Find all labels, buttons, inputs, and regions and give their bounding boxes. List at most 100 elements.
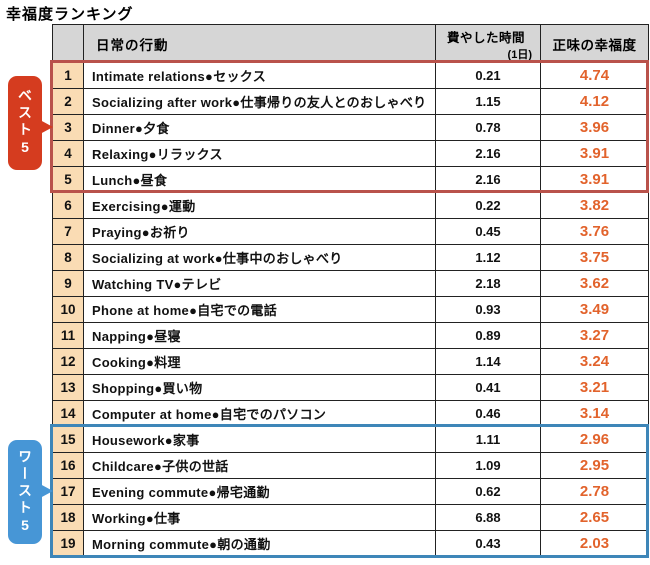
happiness-cell: 3.24 bbox=[540, 348, 649, 375]
happiness-cell: 2.65 bbox=[540, 504, 649, 531]
happiness-cell: 3.62 bbox=[540, 270, 649, 297]
activity-cell: Housework●家事 bbox=[83, 426, 436, 453]
time-cell: 1.12 bbox=[435, 244, 541, 271]
activity-cell: Watching TV●テレビ bbox=[83, 270, 436, 297]
activity-cell: Shopping●買い物 bbox=[83, 374, 436, 401]
activity-cell: Socializing after work●仕事帰りの友人とのおしゃべり bbox=[83, 88, 436, 115]
happiness-cell: 3.91 bbox=[540, 140, 649, 167]
page-title: 幸福度ランキング bbox=[6, 6, 134, 23]
table-row: 6 Exercising●運動 0.22 3.82 bbox=[52, 192, 649, 219]
table-row: 19 Morning commute●朝の通勤 0.43 2.03 bbox=[52, 530, 649, 557]
happiness-cell: 3.96 bbox=[540, 114, 649, 141]
table-row: 2 Socializing after work●仕事帰りの友人とのおしゃべり … bbox=[52, 88, 649, 115]
worst5-pointer-icon bbox=[40, 484, 53, 498]
time-cell: 2.18 bbox=[435, 270, 541, 297]
rank-cell: 2 bbox=[52, 88, 84, 115]
header-happiness: 正味の幸福度 bbox=[540, 24, 649, 63]
table-row: 4 Relaxing●リラックス 2.16 3.91 bbox=[52, 140, 649, 167]
time-cell: 0.21 bbox=[435, 62, 541, 89]
rank-cell: 6 bbox=[52, 192, 84, 219]
rank-cell: 17 bbox=[52, 478, 84, 505]
ranking-table: 日常の行動 費やした時間 (1日) 正味の幸福度 1 Intimate rela… bbox=[52, 24, 649, 557]
table-row: 18 Working●仕事 6.88 2.65 bbox=[52, 504, 649, 531]
best5-badge: ベスト5 bbox=[8, 76, 42, 170]
happiness-cell: 4.74 bbox=[540, 62, 649, 89]
time-cell: 6.88 bbox=[435, 504, 541, 531]
table-row: 9 Watching TV●テレビ 2.18 3.62 bbox=[52, 270, 649, 297]
time-cell: 2.16 bbox=[435, 140, 541, 167]
happiness-cell: 3.76 bbox=[540, 218, 649, 245]
happiness-cell: 2.78 bbox=[540, 478, 649, 505]
table-header-row: 日常の行動 費やした時間 (1日) 正味の幸福度 bbox=[52, 24, 649, 63]
activity-cell: Cooking●料理 bbox=[83, 348, 436, 375]
header-time-line2: (1日) bbox=[507, 49, 532, 61]
happiness-cell: 3.75 bbox=[540, 244, 649, 271]
rank-cell: 11 bbox=[52, 322, 84, 349]
table-row: 8 Socializing at work●仕事中のおしゃべり 1.12 3.7… bbox=[52, 244, 649, 271]
rank-cell: 13 bbox=[52, 374, 84, 401]
rank-cell: 19 bbox=[52, 530, 84, 557]
happiness-cell: 3.21 bbox=[540, 374, 649, 401]
activity-cell: Morning commute●朝の通勤 bbox=[83, 530, 436, 557]
activity-cell: Computer at home●自宅でのパソコン bbox=[83, 400, 436, 427]
activity-cell: Praying●お祈り bbox=[83, 218, 436, 245]
happiness-cell: 2.95 bbox=[540, 452, 649, 479]
rank-cell: 3 bbox=[52, 114, 84, 141]
activity-cell: Napping●昼寝 bbox=[83, 322, 436, 349]
table-row: 14 Computer at home●自宅でのパソコン 0.46 3.14 bbox=[52, 400, 649, 427]
time-cell: 0.41 bbox=[435, 374, 541, 401]
table-row: 3 Dinner●夕食 0.78 3.96 bbox=[52, 114, 649, 141]
best5-pointer-icon bbox=[40, 120, 53, 134]
rank-cell: 12 bbox=[52, 348, 84, 375]
rank-cell: 16 bbox=[52, 452, 84, 479]
time-cell: 0.62 bbox=[435, 478, 541, 505]
rank-cell: 4 bbox=[52, 140, 84, 167]
table-row: 16 Childcare●子供の世話 1.09 2.95 bbox=[52, 452, 649, 479]
table-row: 7 Praying●お祈り 0.45 3.76 bbox=[52, 218, 649, 245]
table-row: 12 Cooking●料理 1.14 3.24 bbox=[52, 348, 649, 375]
header-rank bbox=[52, 24, 84, 63]
activity-cell: Lunch●昼食 bbox=[83, 166, 436, 193]
rank-cell: 10 bbox=[52, 296, 84, 323]
rank-cell: 14 bbox=[52, 400, 84, 427]
table-row: 5 Lunch●昼食 2.16 3.91 bbox=[52, 166, 649, 193]
worst5-badge: ワースト5 bbox=[8, 440, 42, 544]
activity-cell: Socializing at work●仕事中のおしゃべり bbox=[83, 244, 436, 271]
header-time-line1: 費やした時間 bbox=[446, 31, 525, 45]
time-cell: 0.93 bbox=[435, 296, 541, 323]
happiness-cell: 2.03 bbox=[540, 530, 649, 557]
time-cell: 1.09 bbox=[435, 452, 541, 479]
activity-cell: Relaxing●リラックス bbox=[83, 140, 436, 167]
rank-cell: 15 bbox=[52, 426, 84, 453]
activity-cell: Exercising●運動 bbox=[83, 192, 436, 219]
activity-cell: Dinner●夕食 bbox=[83, 114, 436, 141]
happiness-cell: 2.96 bbox=[540, 426, 649, 453]
time-cell: 1.14 bbox=[435, 348, 541, 375]
happiness-cell: 3.14 bbox=[540, 400, 649, 427]
time-cell: 0.89 bbox=[435, 322, 541, 349]
activity-cell: Childcare●子供の世話 bbox=[83, 452, 436, 479]
time-cell: 0.43 bbox=[435, 530, 541, 557]
table-row: 10 Phone at home●自宅での電話 0.93 3.49 bbox=[52, 296, 649, 323]
activity-cell: Phone at home●自宅での電話 bbox=[83, 296, 436, 323]
activity-cell: Evening commute●帰宅通勤 bbox=[83, 478, 436, 505]
rank-cell: 1 bbox=[52, 62, 84, 89]
activity-cell: Intimate relations●セックス bbox=[83, 62, 436, 89]
happiness-cell: 3.82 bbox=[540, 192, 649, 219]
table-row: 13 Shopping●買い物 0.41 3.21 bbox=[52, 374, 649, 401]
time-cell: 0.45 bbox=[435, 218, 541, 245]
table-row: 1 Intimate relations●セックス 0.21 4.74 bbox=[52, 62, 649, 89]
happiness-cell: 4.12 bbox=[540, 88, 649, 115]
header-activity: 日常の行動 bbox=[83, 24, 436, 63]
rank-cell: 7 bbox=[52, 218, 84, 245]
rank-cell: 8 bbox=[52, 244, 84, 271]
happiness-cell: 3.49 bbox=[540, 296, 649, 323]
rank-cell: 18 bbox=[52, 504, 84, 531]
table-row: 15 Housework●家事 1.11 2.96 bbox=[52, 426, 649, 453]
time-cell: 0.78 bbox=[435, 114, 541, 141]
table-row: 11 Napping●昼寝 0.89 3.27 bbox=[52, 322, 649, 349]
time-cell: 0.46 bbox=[435, 400, 541, 427]
rank-cell: 9 bbox=[52, 270, 84, 297]
happiness-cell: 3.91 bbox=[540, 166, 649, 193]
